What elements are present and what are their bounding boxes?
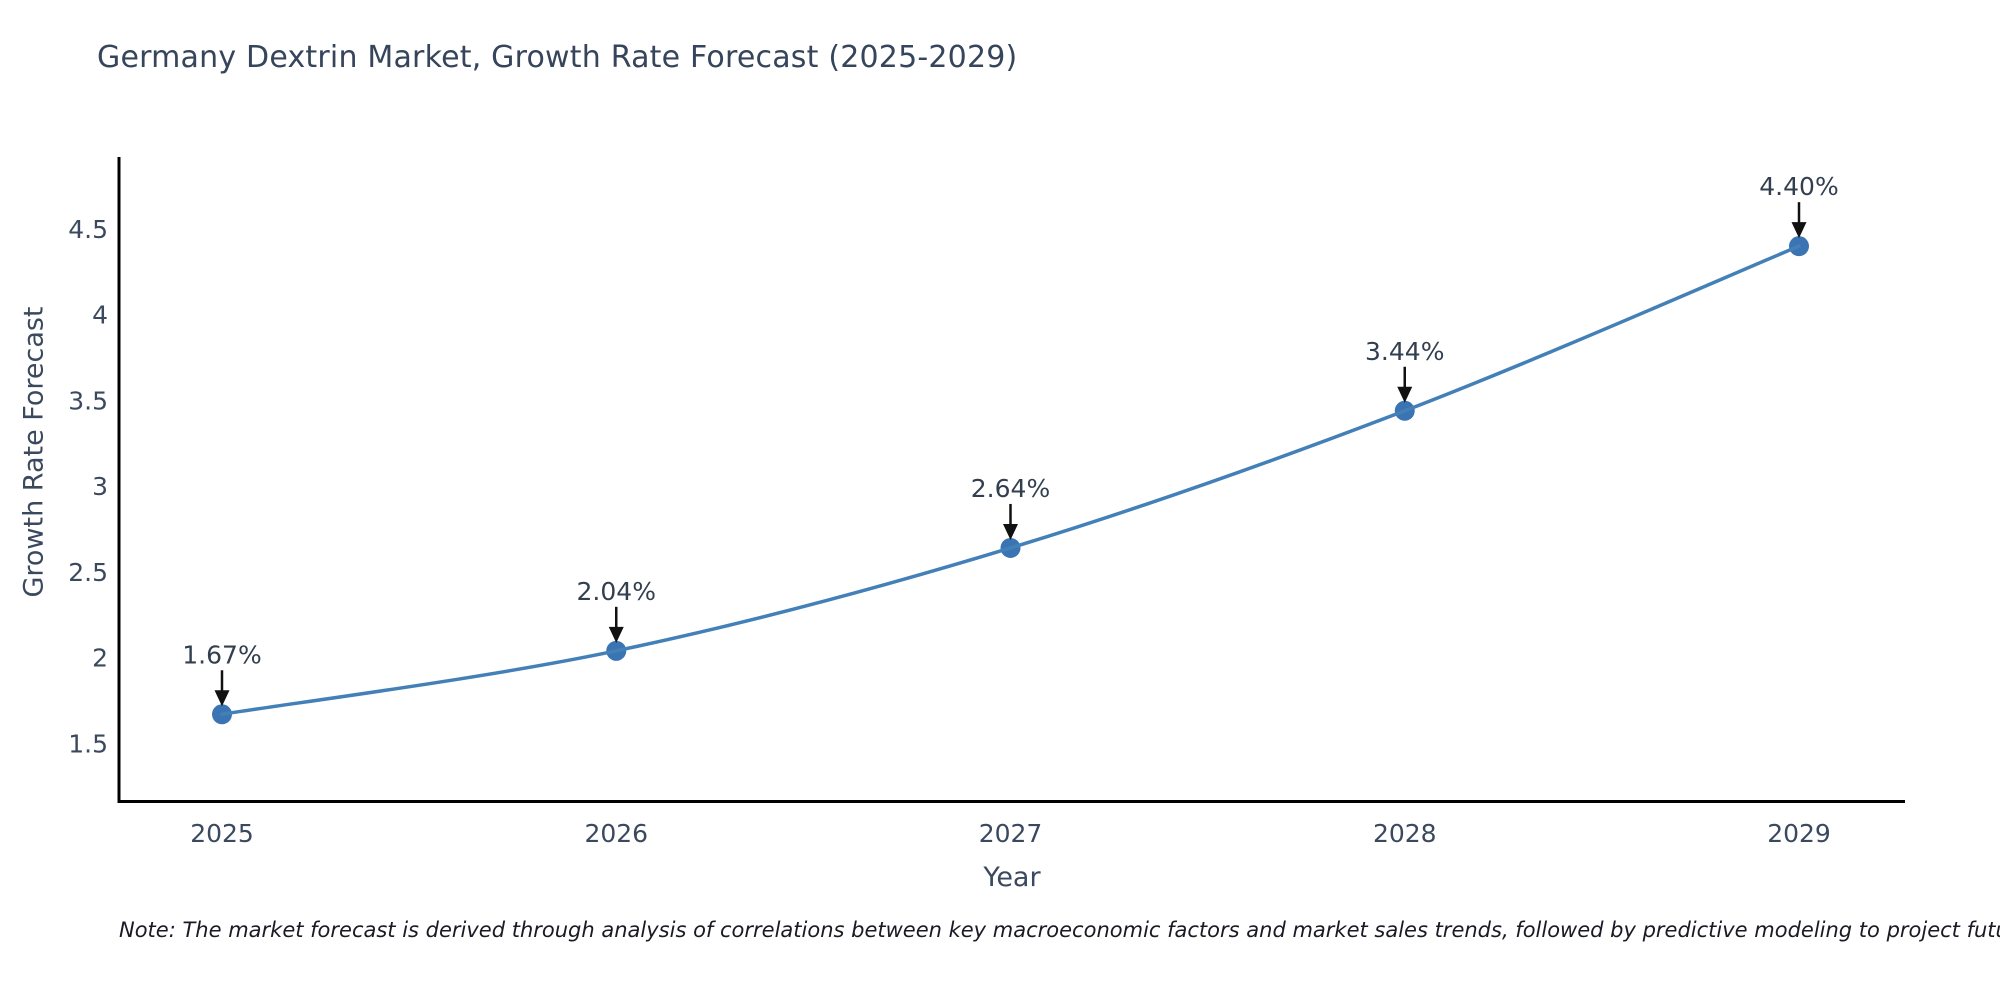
x-tick-label: 2029 — [1767, 819, 1831, 848]
trend-line — [220, 244, 1801, 717]
x-tick-label: 2028 — [1373, 819, 1437, 848]
point-value-label: 3.44% — [1365, 337, 1444, 366]
y-tick-label: 4.5 — [68, 215, 108, 244]
footnote: Note: The market forecast is derived thr… — [119, 918, 2000, 942]
x-tick-label: 2025 — [190, 819, 254, 848]
point-value-label: 1.67% — [182, 640, 261, 669]
point-value-label: 4.40% — [1759, 172, 1838, 201]
point-value-label: 2.04% — [577, 577, 656, 606]
x-axis-label: Year — [983, 862, 1041, 893]
y-tick-label: 1.5 — [68, 729, 108, 758]
annotation-arrow-head — [608, 626, 624, 643]
y-tick-label: 4 — [92, 301, 108, 330]
annotation-arrow-head — [214, 690, 230, 707]
y-tick-label: 3.5 — [68, 386, 108, 415]
axis-spines — [117, 157, 1905, 803]
annotation-arrow-head — [1003, 523, 1018, 540]
y-tick-label: 3 — [92, 472, 108, 501]
point-value-label: 2.64% — [971, 474, 1050, 503]
y-tick-label: 2.5 — [68, 558, 108, 587]
annotation-arrow-head — [1791, 222, 1807, 239]
annotation-arrow-head — [1397, 386, 1413, 403]
x-tick-label: 2027 — [979, 819, 1043, 848]
y-tick-label: 2 — [92, 644, 108, 673]
x-tick-label: 2026 — [584, 819, 648, 848]
chart-title: Germany Dextrin Market, Growth Rate Fore… — [97, 40, 1018, 75]
